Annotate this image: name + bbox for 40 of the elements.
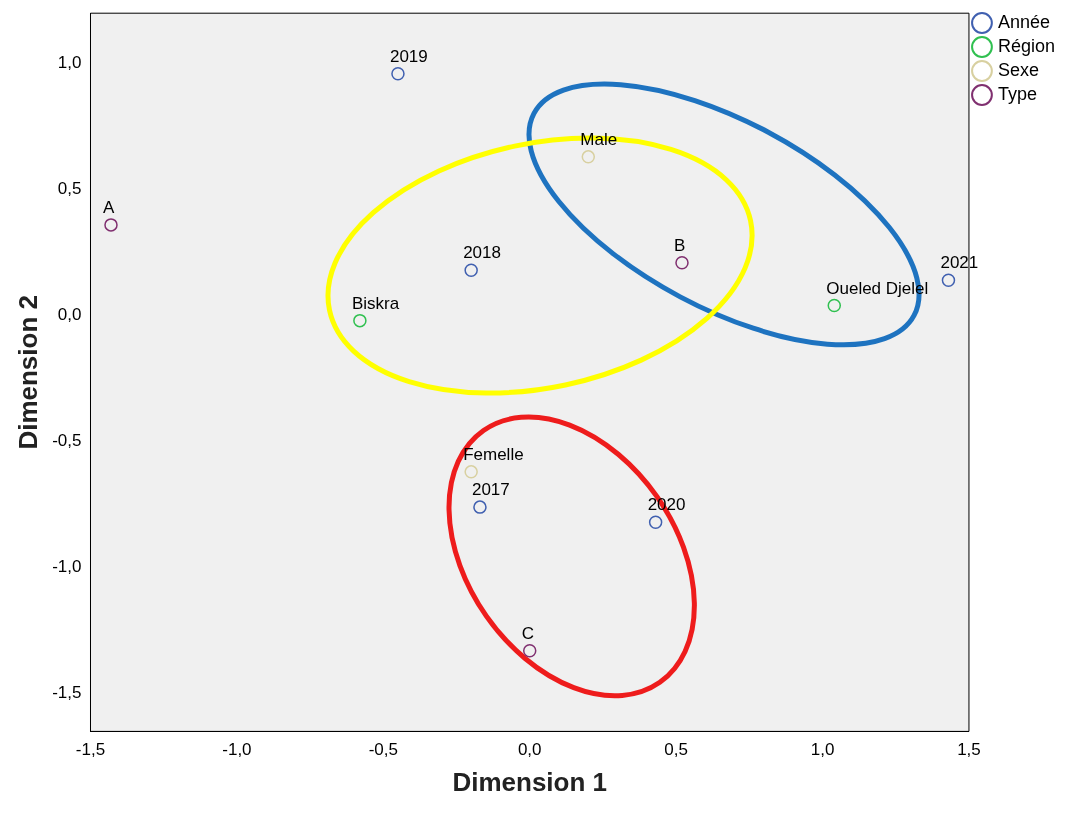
annotation: C [521,623,535,643]
x-axis-title: Dimension 1 [452,766,608,797]
annotation: Femelle [463,444,524,464]
x-tick-label: -0,5 [368,740,398,760]
x-tick-label: 1,5 [957,740,981,760]
y-axis-title: Dimension 2 [12,295,43,450]
y-tick-label: 0,5 [57,179,82,199]
legend-label: Année [997,11,1051,32]
point [675,255,689,270]
x-tick-label: 1,0 [810,740,835,760]
legend-label: Région [997,35,1056,56]
y-tick-label: 1,0 [57,53,82,73]
point [464,263,478,277]
x-tick-label: 0,0 [517,740,542,760]
point [391,66,405,81]
legend-label: Sexe [997,59,1039,80]
annotation: 2017 [471,480,510,500]
annotation: B [673,235,686,255]
annotation: 2019 [389,46,428,66]
point [581,150,596,164]
annotation: Biskra [351,293,400,313]
y-tick-label: -1,0 [52,557,82,577]
annotation: A [102,197,115,217]
x-tick-label: 0,5 [664,740,688,760]
x-tick-label: -1,5 [75,740,106,760]
point [648,515,663,529]
legend-label: Type [997,83,1037,104]
point [353,313,367,328]
annotation: 2021 [940,253,979,273]
y-tick-label: -0,5 [52,431,82,451]
point [473,500,487,514]
point [941,273,956,288]
y-tick-label: -1,5 [52,683,82,703]
annotation: 2018 [463,243,501,263]
point [464,465,478,479]
y-tick-label: 0,0 [57,305,82,325]
point [522,644,537,658]
point [827,298,842,313]
point [104,218,118,232]
x-tick-label: -1,0 [222,740,252,760]
